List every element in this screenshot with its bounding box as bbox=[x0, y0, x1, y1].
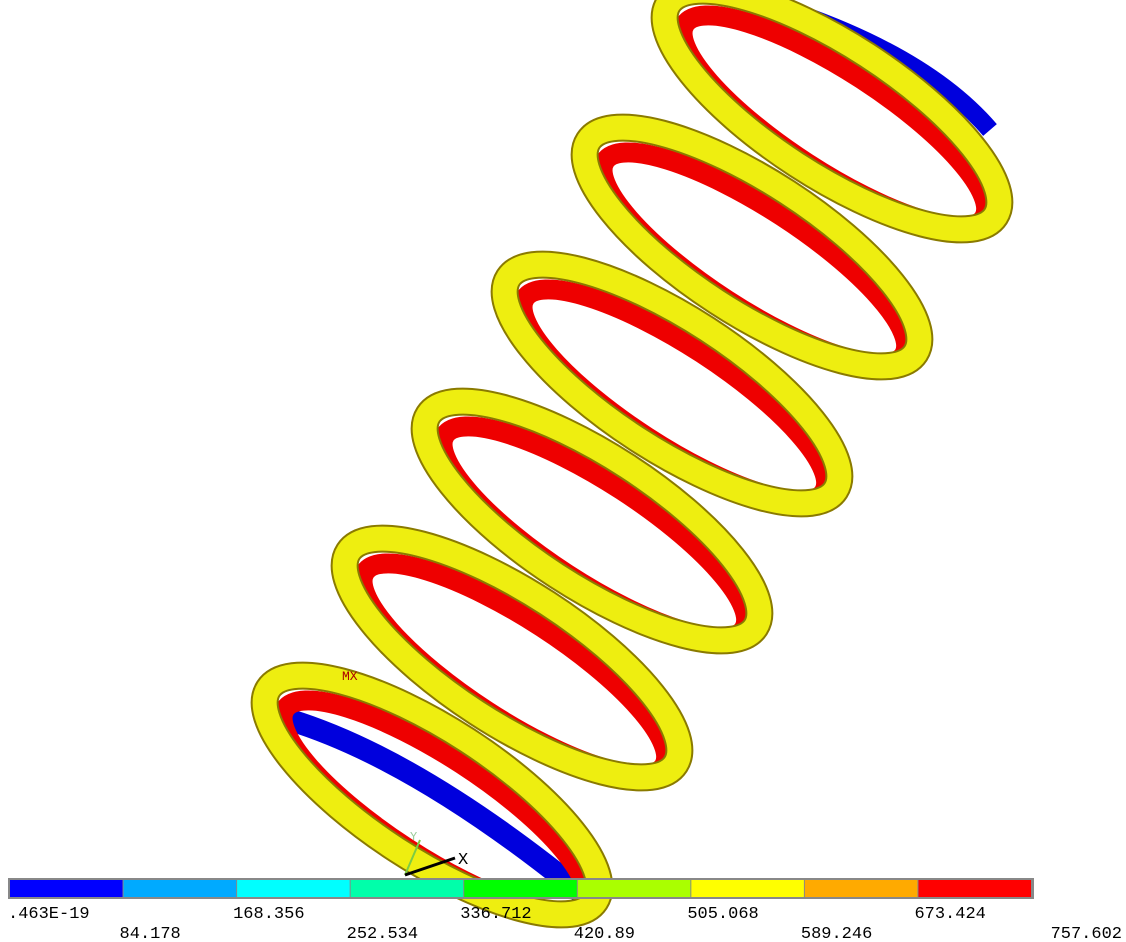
legend-band bbox=[464, 880, 577, 897]
legend-band bbox=[805, 880, 918, 897]
legend-label: 420.89 bbox=[574, 925, 635, 942]
legend-label: 589.246 bbox=[801, 925, 872, 942]
legend-label: 168.356 bbox=[233, 905, 304, 924]
legend-label: 673.424 bbox=[914, 905, 985, 924]
page: {"plot": { "markers": {"max": "MX", "min… bbox=[0, 0, 1126, 942]
legend-label: 252.534 bbox=[347, 925, 418, 942]
x-axis-label: X bbox=[458, 851, 468, 870]
legend-label: 84.178 bbox=[120, 925, 181, 942]
legend-band bbox=[691, 880, 804, 897]
legend-band bbox=[237, 880, 350, 897]
contour-plot: X Y MX MN .463E-1984.178168.356252.53433… bbox=[0, 0, 1126, 942]
spring-model bbox=[233, 0, 1031, 942]
legend-label: 757.602 bbox=[1051, 925, 1122, 942]
legend-band bbox=[124, 880, 237, 897]
legend-label: 505.068 bbox=[687, 905, 758, 924]
legend-label: .463E-19 bbox=[8, 905, 90, 924]
legend-band bbox=[351, 880, 464, 897]
y-axis-label: Y bbox=[410, 830, 417, 844]
legend-band bbox=[10, 880, 123, 897]
legend-band bbox=[918, 880, 1031, 897]
legend-label: 336.712 bbox=[460, 905, 531, 924]
max-marker: MX bbox=[342, 669, 358, 684]
legend-band bbox=[578, 880, 691, 897]
